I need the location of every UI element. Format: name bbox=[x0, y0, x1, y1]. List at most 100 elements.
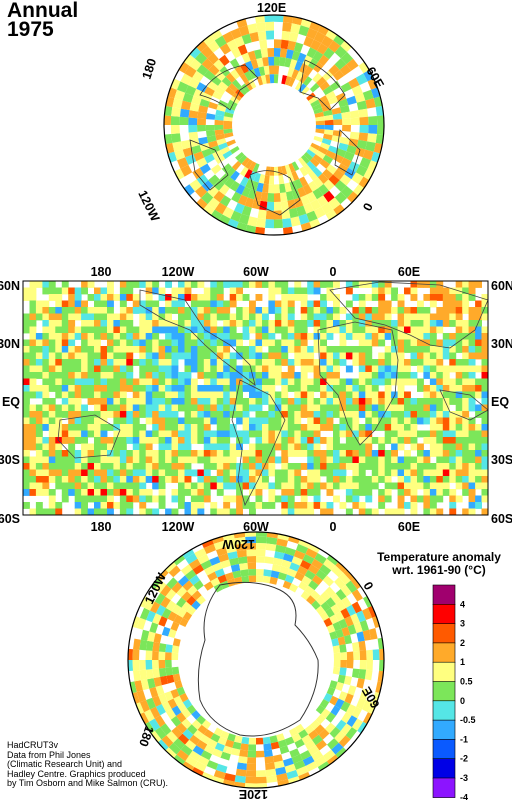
grid-cell bbox=[455, 411, 463, 418]
grid-cell bbox=[475, 385, 482, 392]
grid-cell bbox=[481, 482, 488, 490]
grid-cell bbox=[333, 307, 340, 314]
grid-cell bbox=[326, 333, 334, 340]
grid-cell bbox=[255, 359, 263, 366]
grid-cell bbox=[391, 352, 398, 360]
grid-cell bbox=[139, 437, 147, 444]
grid-cell bbox=[158, 404, 166, 412]
polar-cell bbox=[235, 184, 246, 195]
polar-cell bbox=[274, 56, 280, 66]
grid-cell bbox=[145, 417, 153, 425]
grid-cell bbox=[281, 495, 289, 503]
polar-cell bbox=[188, 77, 200, 89]
polar-cell bbox=[214, 114, 224, 121]
polar-cell bbox=[209, 556, 221, 566]
polar-cell bbox=[263, 65, 270, 75]
grid-cell bbox=[242, 385, 250, 392]
grid-cell bbox=[455, 430, 463, 438]
grid-cell bbox=[262, 437, 269, 444]
grid-cell bbox=[378, 450, 386, 457]
polar-cell bbox=[219, 195, 232, 207]
polar-cell bbox=[201, 180, 214, 192]
grid-cell bbox=[262, 476, 269, 483]
grid-cell bbox=[365, 437, 373, 444]
grid-cell bbox=[455, 404, 463, 412]
grid-cell bbox=[184, 443, 192, 451]
grid-cell bbox=[320, 372, 327, 379]
grid-cell bbox=[55, 469, 63, 477]
grid-cell bbox=[397, 365, 405, 373]
grid-cell bbox=[35, 372, 43, 379]
polar-cell bbox=[323, 558, 336, 571]
grid-cell bbox=[242, 437, 250, 444]
grid-cell bbox=[262, 430, 269, 438]
grid-cell bbox=[287, 287, 295, 295]
grid-cell bbox=[35, 424, 43, 431]
grid-cell bbox=[358, 372, 366, 379]
grid-cell bbox=[107, 443, 114, 451]
grid-cell bbox=[352, 352, 360, 360]
polar-cell bbox=[207, 197, 220, 210]
grid-cell bbox=[442, 411, 450, 418]
polar-cell bbox=[311, 750, 324, 762]
grid-cell bbox=[249, 307, 256, 314]
grid-cell bbox=[294, 398, 302, 405]
grid-cell bbox=[449, 437, 457, 444]
grid-cell bbox=[107, 320, 114, 327]
grid-cell bbox=[307, 463, 315, 470]
grid-cell bbox=[35, 346, 43, 353]
grid-cell bbox=[152, 430, 160, 438]
grid-cell bbox=[23, 456, 30, 464]
polar-cell bbox=[248, 161, 257, 171]
grid-cell bbox=[139, 281, 147, 288]
grid-cell bbox=[313, 495, 321, 503]
grid-cell bbox=[113, 346, 121, 353]
polar-cell bbox=[197, 125, 206, 132]
grid-cell bbox=[429, 495, 437, 503]
grid-cell bbox=[242, 378, 250, 386]
grid-cell bbox=[165, 469, 172, 477]
grid-cell bbox=[262, 450, 269, 457]
polar-cell bbox=[288, 163, 296, 173]
grid-cell bbox=[481, 359, 488, 366]
grid-cell bbox=[171, 456, 179, 464]
polar-cell bbox=[208, 101, 219, 110]
polar-cell bbox=[256, 776, 267, 784]
grid-cell bbox=[468, 287, 476, 295]
grid-cell bbox=[274, 476, 282, 483]
grid-cell bbox=[423, 489, 431, 496]
polar-cell bbox=[308, 170, 318, 181]
polar-cell bbox=[291, 754, 303, 764]
grid-cell bbox=[449, 287, 457, 295]
grid-cell bbox=[119, 424, 127, 431]
polar-cell bbox=[313, 206, 326, 219]
grid-cell bbox=[145, 469, 153, 477]
grid-cell bbox=[165, 333, 172, 340]
polar-cell bbox=[306, 47, 317, 59]
grid-cell bbox=[197, 300, 205, 308]
polar-cell bbox=[218, 54, 230, 66]
polar-cell bbox=[172, 673, 181, 682]
grid-cell bbox=[436, 359, 444, 366]
polar-cell bbox=[379, 660, 384, 672]
polar-cell bbox=[200, 734, 211, 745]
grid-cell bbox=[345, 508, 353, 515]
polar-cell bbox=[182, 92, 194, 103]
polar-cell bbox=[173, 614, 183, 625]
grid-cell bbox=[436, 443, 444, 451]
grid-cell bbox=[100, 482, 108, 490]
grid-cell bbox=[417, 443, 424, 451]
grid-cell bbox=[152, 287, 160, 295]
grid-cell bbox=[384, 300, 392, 308]
grid-cell bbox=[423, 450, 431, 457]
grid-cell bbox=[294, 482, 302, 490]
grid-cell bbox=[268, 326, 276, 334]
grid-cell bbox=[358, 294, 366, 301]
polar-cell bbox=[239, 73, 249, 84]
polar-cell bbox=[345, 727, 358, 740]
grid-cell bbox=[126, 287, 134, 295]
grid-cell bbox=[29, 313, 37, 321]
polar-cell bbox=[193, 151, 205, 162]
polar-cell bbox=[351, 718, 363, 731]
polar-cell bbox=[215, 109, 225, 117]
